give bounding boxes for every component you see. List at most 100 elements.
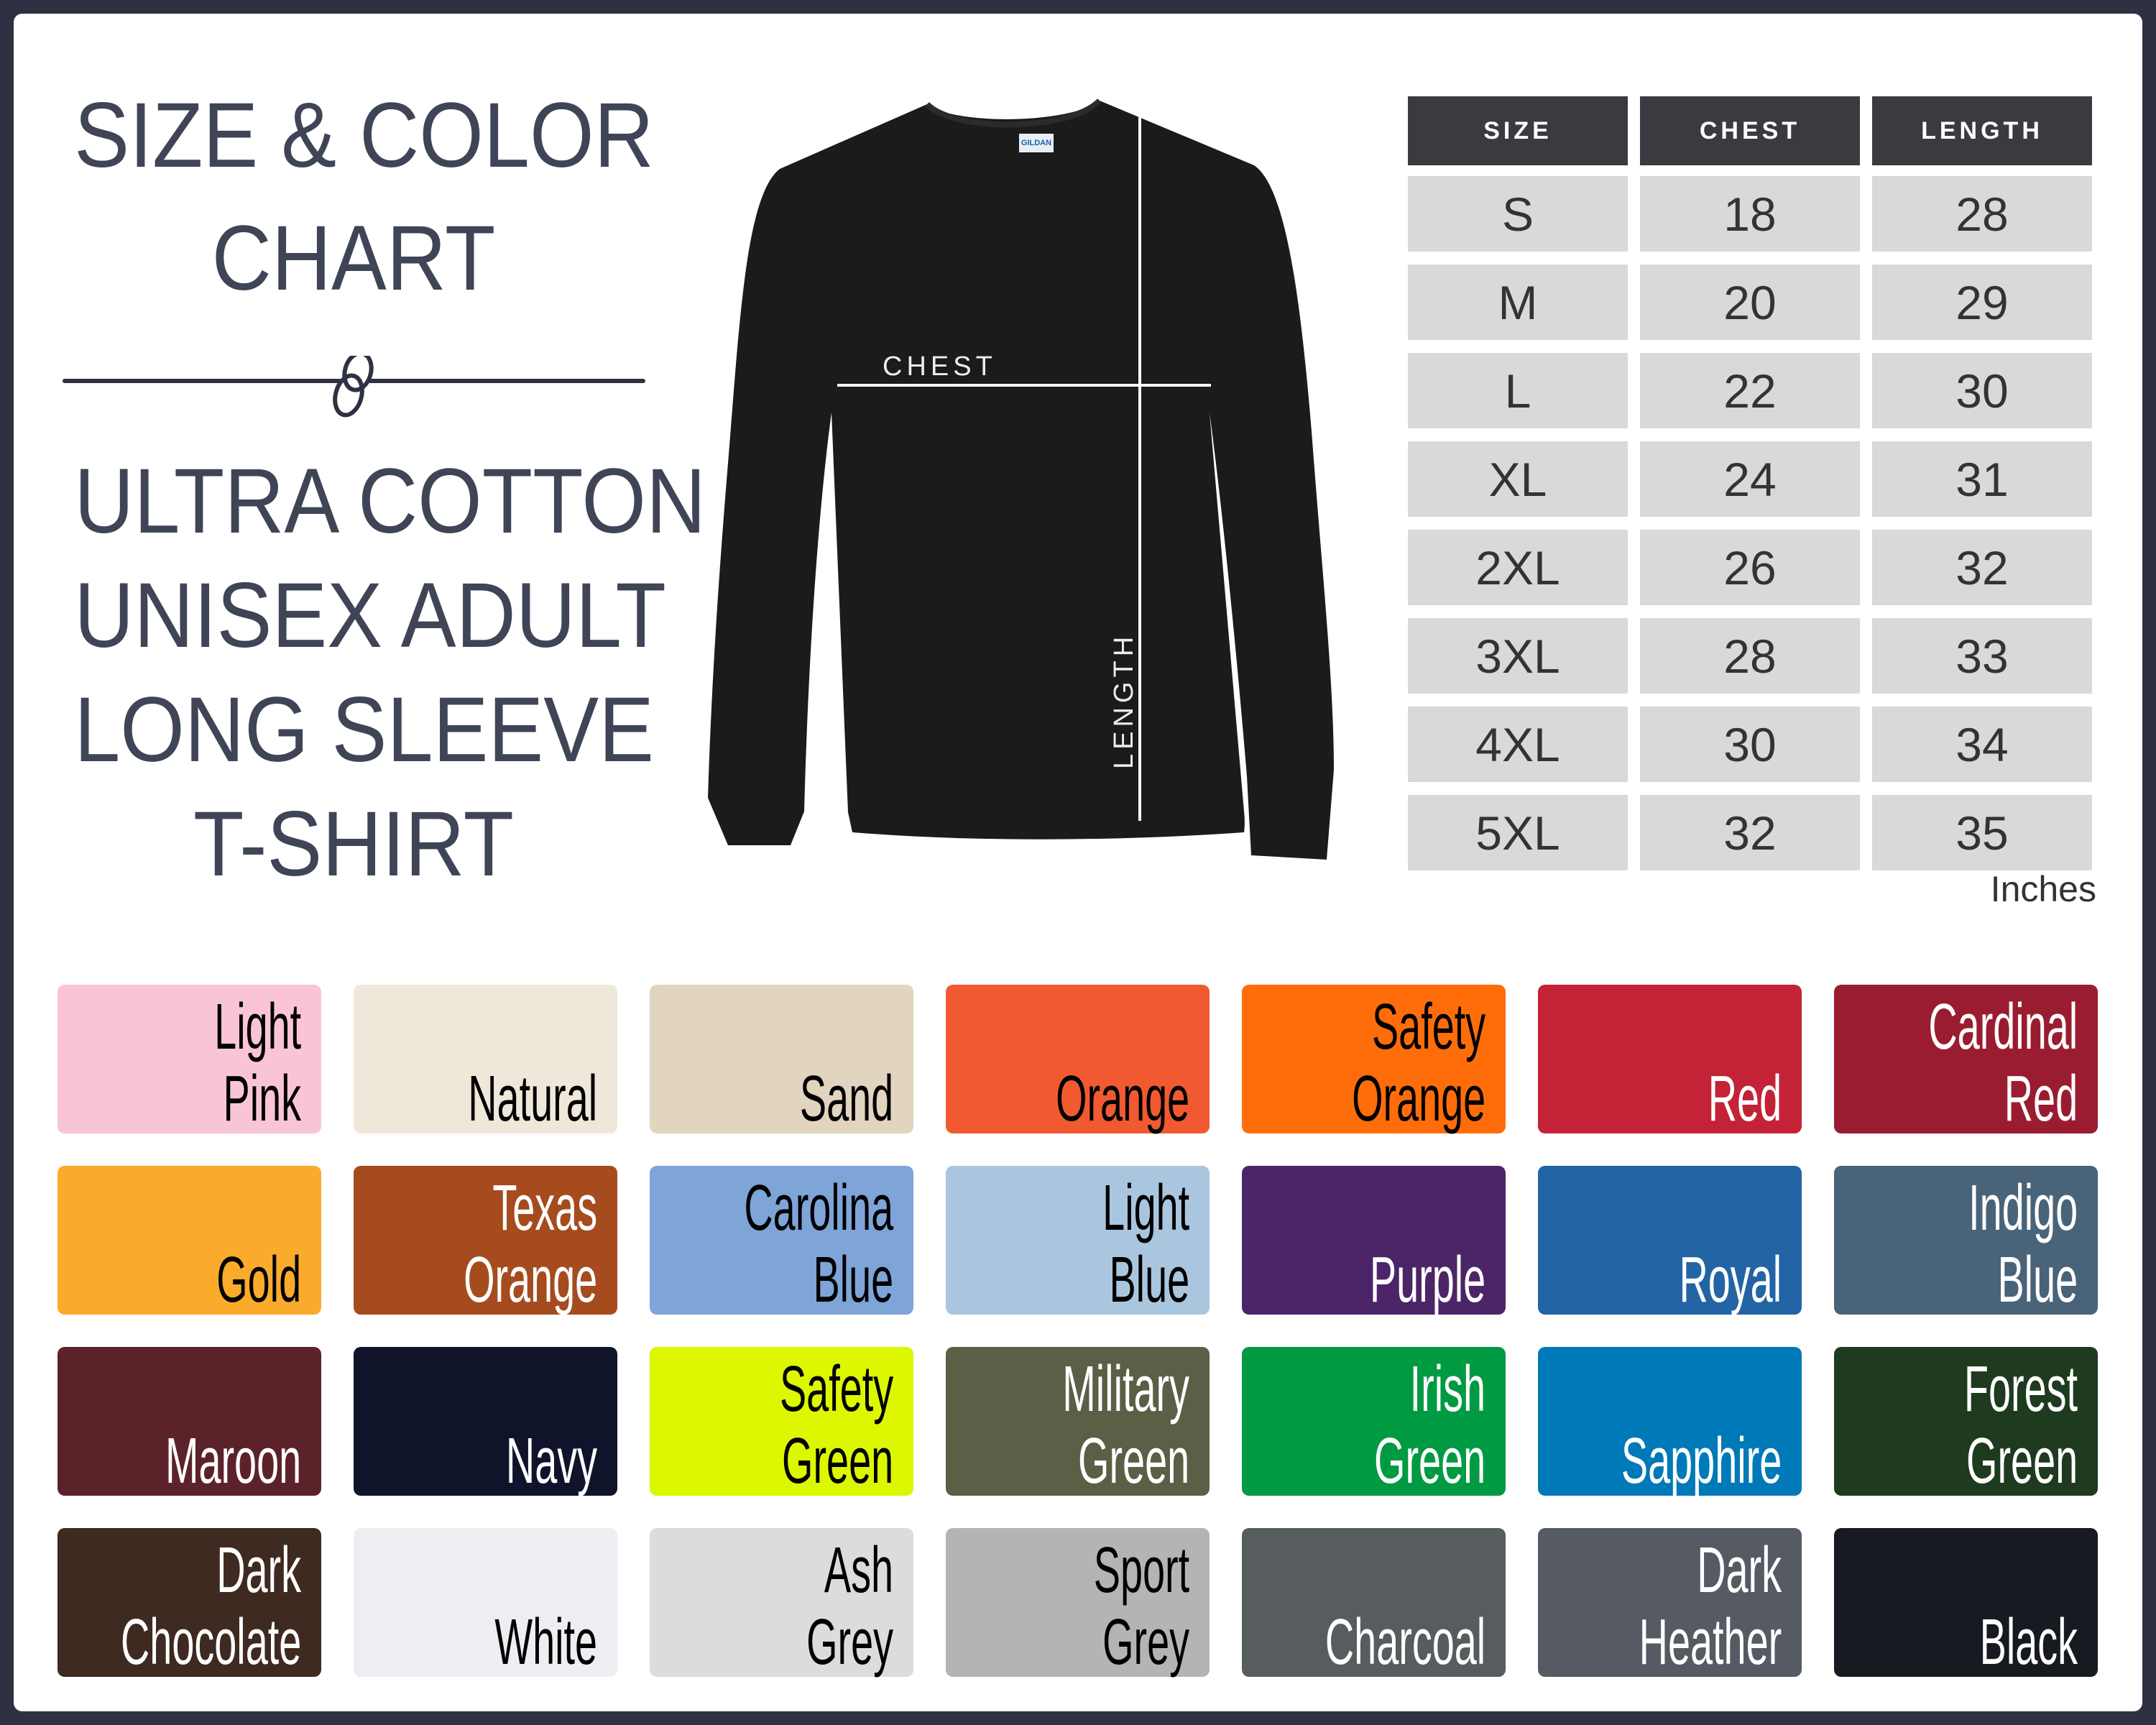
- swatch-label: Irish: [1409, 1353, 1485, 1425]
- color-swatch-natural: Natural: [354, 985, 617, 1133]
- table-cell: 2XL: [1408, 530, 1628, 605]
- swatch-label: Green: [1077, 1425, 1189, 1497]
- swatch-label: Carolina: [744, 1172, 893, 1244]
- color-swatch-safety-green: Safety Green: [650, 1347, 913, 1496]
- table-cell: 28: [1872, 176, 2092, 252]
- swatch-label: Chocolate: [120, 1606, 301, 1678]
- product-name-line: T-SHIRT: [193, 793, 514, 896]
- swatch-label: Pink: [223, 1063, 301, 1135]
- color-swatch-gold: Gold: [57, 1166, 321, 1315]
- color-swatch-indigo-blue: Indigo Blue: [1834, 1166, 2098, 1315]
- product-name-line: ULTRA COTTON: [74, 450, 706, 553]
- table-header-length: LENGTH: [1872, 96, 2092, 165]
- swatch-label: Forest: [1963, 1353, 2078, 1425]
- color-swatch-texas-orange: Texas Orange: [354, 1166, 617, 1315]
- table-cell: 20: [1640, 264, 1860, 340]
- table-cell: 4XL: [1408, 707, 1628, 782]
- swatch-label: Green: [781, 1425, 893, 1497]
- swatch-label: Red: [2004, 1063, 2078, 1135]
- table-header-size: SIZE: [1408, 96, 1628, 165]
- table-cell: L: [1408, 353, 1628, 428]
- color-swatch-dark-chocolate: Dark Chocolate: [57, 1528, 321, 1677]
- swatch-label: Sand: [799, 1063, 893, 1135]
- color-swatch-black: Black: [1834, 1528, 2098, 1677]
- color-swatch-light-pink: Light Pink: [57, 985, 321, 1133]
- swatch-label: Sport: [1093, 1535, 1189, 1606]
- swatch-label: Blue: [813, 1244, 893, 1316]
- table-cell: 18: [1640, 176, 1860, 252]
- swatch-label: Green: [1966, 1425, 2078, 1497]
- swatch-label: Green: [1373, 1425, 1485, 1497]
- color-swatch-carolina-blue: Carolina Blue: [650, 1166, 913, 1315]
- table-cell: 34: [1872, 707, 2092, 782]
- table-cell: M: [1408, 264, 1628, 340]
- table-cell: 32: [1640, 795, 1860, 870]
- color-swatch-royal: Royal: [1538, 1166, 1802, 1315]
- brand-tag-text: GILDAN: [1021, 139, 1051, 147]
- swatch-label: Black: [1979, 1606, 2078, 1678]
- color-swatch-dark-heather: Dark Heather: [1538, 1528, 1802, 1677]
- swatch-label: Gold: [216, 1244, 301, 1316]
- swatch-label: Ash: [824, 1535, 893, 1606]
- table-cell: 33: [1872, 618, 2092, 694]
- swatch-label: Indigo: [1968, 1172, 2078, 1244]
- swatch-label: Light: [213, 991, 301, 1063]
- swatch-label: Maroon: [165, 1425, 301, 1497]
- color-swatch-purple: Purple: [1242, 1166, 1506, 1315]
- color-swatch-forest-green: Forest Green: [1834, 1347, 2098, 1496]
- table-cell: 32: [1872, 530, 2092, 605]
- page-title-line: CHART: [211, 207, 496, 310]
- color-swatch-orange: Orange: [946, 985, 1210, 1133]
- swatch-label: Red: [1708, 1063, 1782, 1135]
- table-cell: 28: [1640, 618, 1860, 694]
- color-swatch-light-blue: Light Blue: [946, 1166, 1210, 1315]
- color-swatch-irish-green: Irish Green: [1242, 1347, 1506, 1496]
- swatch-label: Orange: [1351, 1063, 1485, 1135]
- product-name-line: LONG SLEEVE: [74, 678, 654, 781]
- swatch-label: Dark: [1697, 1535, 1782, 1606]
- table-cell: 29: [1872, 264, 2092, 340]
- swatch-label: Texas: [492, 1172, 597, 1244]
- swatch-label: Charcoal: [1325, 1606, 1485, 1678]
- color-swatch-ash-grey: Ash Grey: [650, 1528, 913, 1677]
- long-sleeve-shirt-icon: [708, 101, 1334, 860]
- table-cell: 24: [1640, 441, 1860, 517]
- color-swatch-safety-orange: Safety Orange: [1242, 985, 1506, 1133]
- product-name-line: UNISEX ADULT: [74, 564, 666, 667]
- length-label: LENGTH: [1109, 632, 1139, 769]
- swatch-label: Orange: [1055, 1063, 1189, 1135]
- swatch-label: Blue: [1997, 1244, 2078, 1316]
- table-cell: 31: [1872, 441, 2092, 517]
- ornament-divider-icon: [63, 356, 645, 418]
- table-cell: 22: [1640, 353, 1860, 428]
- swatch-label: Military: [1062, 1353, 1189, 1425]
- brand-tag: [1019, 134, 1054, 152]
- color-swatch-maroon: Maroon: [57, 1347, 321, 1496]
- swatch-label: Heather: [1639, 1606, 1782, 1678]
- chest-label: CHEST: [883, 351, 997, 382]
- color-swatch-red: Red: [1538, 985, 1802, 1133]
- color-swatch-sapphire: Sapphire: [1538, 1347, 1802, 1496]
- color-swatch-charcoal: Charcoal: [1242, 1528, 1506, 1677]
- color-swatch-sand: Sand: [650, 985, 913, 1133]
- table-cell: 5XL: [1408, 795, 1628, 870]
- shirt-illustration: GILDAN CHEST LENGTH: [708, 98, 1334, 860]
- unit-label: Inches: [1990, 869, 2096, 909]
- swatch-label: Dark: [216, 1535, 301, 1606]
- swatch-label: Orange: [463, 1244, 597, 1316]
- swatch-label: Sapphire: [1621, 1425, 1782, 1497]
- color-swatch-military-green: Military Green: [946, 1347, 1210, 1496]
- color-swatch-sport-grey: Sport Grey: [946, 1528, 1210, 1677]
- swatch-label: Royal: [1679, 1244, 1782, 1316]
- swatch-label: Safety: [1371, 991, 1485, 1063]
- table-cell: 26: [1640, 530, 1860, 605]
- swatch-label: Navy: [505, 1425, 597, 1497]
- swatch-label: White: [494, 1606, 597, 1678]
- color-swatch-cardinal-red: Cardinal Red: [1834, 985, 2098, 1133]
- table-cell: 3XL: [1408, 618, 1628, 694]
- color-swatch-white: White: [354, 1528, 617, 1677]
- swatch-label: Grey: [1102, 1606, 1189, 1678]
- swatch-label: Natural: [468, 1063, 597, 1135]
- swatch-label: Purple: [1369, 1244, 1485, 1316]
- swatch-label: Light: [1102, 1172, 1189, 1244]
